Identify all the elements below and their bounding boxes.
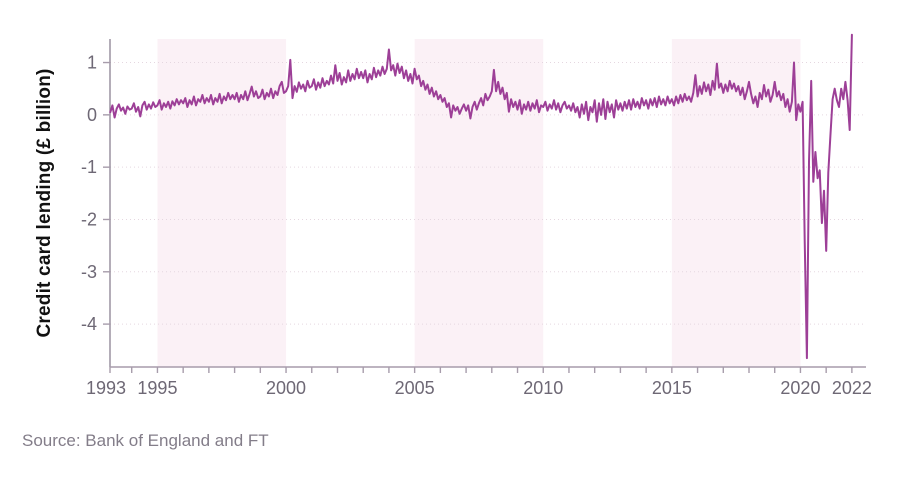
y-axis-tick-label: -3 [81, 262, 97, 282]
x-axis-tick-label: 1993 [86, 378, 126, 398]
plot-shaded-band [157, 39, 287, 367]
x-axis-tick-label: 2005 [395, 378, 435, 398]
x-axis-tick-label: 2020 [780, 378, 820, 398]
y-axis-tick-label: -1 [81, 157, 97, 177]
y-axis-tick-label: 0 [87, 105, 97, 125]
x-axis-tick-label: 2000 [266, 378, 306, 398]
y-axis-tick-label: -4 [81, 314, 97, 334]
x-axis-tick-label: 2010 [523, 378, 563, 398]
credit-card-lending-line [109, 33, 853, 360]
x-axis-tick-label: 2015 [652, 378, 692, 398]
chart-canvas: 1 0 -1 -2 -3 -4 1993 1995 2000 2005 2010 2015 2020 20… [81, 33, 872, 398]
plot-shaded-band [414, 39, 544, 367]
y-axis-tick-label: 1 [87, 53, 97, 73]
x-axis-tick-label: 2022 [832, 378, 872, 398]
source-credit: Source: Bank of England and FT [22, 431, 269, 450]
x-axis-tick-label: 1995 [137, 378, 177, 398]
y-axis-tick-label: -2 [81, 209, 97, 229]
